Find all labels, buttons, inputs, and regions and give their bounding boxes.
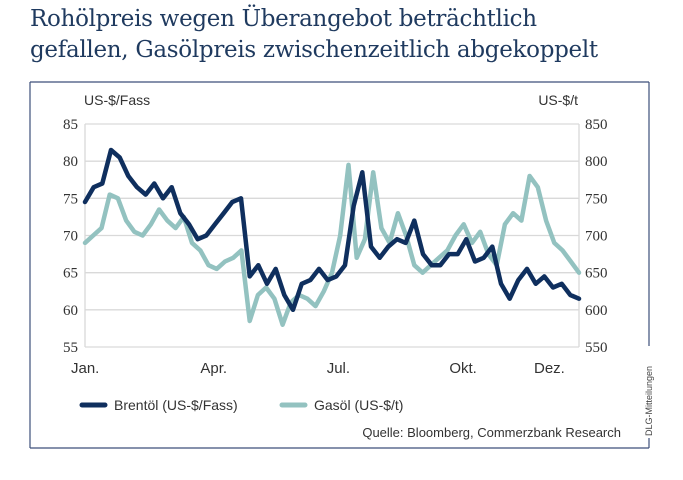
grid — [84, 123, 580, 348]
left-tick-label: 70 — [63, 229, 78, 245]
right-tick-label: 650 — [585, 266, 608, 282]
x-tick-label: Dez. — [534, 360, 565, 377]
legend-label-brent: Brentöl (US-$/Fass) — [114, 397, 238, 413]
left-axis-ticks: 85 80 75 70 65 60 55 — [63, 117, 78, 356]
right-tick-label: 700 — [585, 229, 608, 245]
chart-title: Rohölpreis wegen Überangebot beträchtlic… — [30, 4, 670, 66]
credit-label: DLG-Mitteilungen — [644, 366, 654, 436]
right-tick-label: 750 — [585, 191, 608, 207]
right-tick-label: 800 — [585, 154, 608, 170]
left-tick-label: 65 — [63, 266, 78, 282]
right-axis-unit: US-$/t — [538, 92, 578, 108]
source-note: Quelle: Bloomberg, Commerzbank Research — [362, 425, 621, 440]
chart-frame — [29, 81, 650, 449]
left-tick-label: 80 — [63, 154, 78, 170]
legend-label-gasoil: Gasöl (US-$/t) — [314, 397, 403, 413]
right-tick-label: 600 — [585, 303, 608, 319]
series-group — [82, 147, 582, 327]
left-tick-label: 85 — [63, 117, 78, 133]
chart-title-line-2: gefallen, Gasölpreis zwischenzeitlich ab… — [30, 37, 598, 63]
right-tick-label: 550 — [585, 340, 608, 356]
x-tick-label: Apr. — [200, 360, 227, 377]
legend: Brentöl (US-$/Fass) Gasöl (US-$/t) — [79, 397, 403, 413]
x-tick-label: Jan. — [71, 360, 99, 377]
x-tick-label: Jul. — [327, 360, 350, 377]
x-axis-ticks: Jan. Apr. Jul. Okt. Dez. — [71, 360, 565, 377]
left-tick-label: 75 — [63, 191, 78, 207]
left-tick-label: 55 — [63, 340, 78, 356]
x-tick-label: Okt. — [449, 360, 477, 377]
series-line-brent — [82, 147, 582, 313]
right-axis-ticks: 850 800 750 700 650 600 550 — [585, 117, 608, 356]
left-tick-label: 60 — [63, 303, 78, 319]
chart-title-line-1: Rohölpreis wegen Überangebot beträchtlic… — [30, 6, 537, 32]
left-axis-unit: US-$/Fass — [84, 92, 150, 108]
right-tick-label: 850 — [585, 117, 608, 133]
